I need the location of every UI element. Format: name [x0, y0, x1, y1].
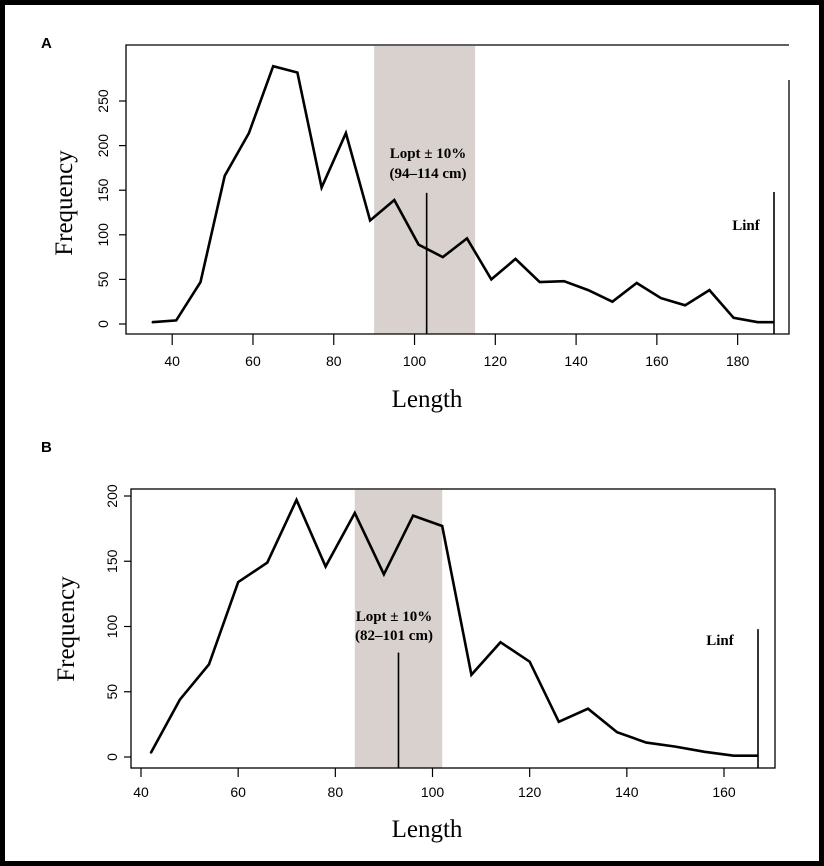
lopt-range-label: (94–114 cm): [389, 166, 466, 182]
x-tick-label: 80: [328, 784, 344, 800]
data-point: [295, 499, 298, 501]
lopt-band: [374, 46, 476, 334]
data-point: [321, 186, 323, 189]
data-point: [611, 301, 614, 303]
data-point: [412, 514, 414, 517]
lopt-label: Lopt ± 10%: [390, 146, 467, 162]
data-point: [587, 289, 589, 291]
plot-frame: [125, 44, 790, 335]
data-point: [248, 132, 250, 134]
data-point: [175, 319, 177, 322]
data-point: [558, 721, 560, 723]
x-tick-label: 100: [403, 353, 427, 369]
x-tick-label: 60: [230, 784, 246, 800]
x-tick-label: 60: [245, 353, 261, 369]
x-tick-label: 100: [421, 784, 445, 800]
x-tick-label: 140: [615, 784, 639, 800]
x-tick-label: 40: [133, 784, 149, 800]
data-point: [296, 71, 299, 74]
data-point: [393, 199, 395, 201]
y-tick-label: 100: [95, 223, 111, 247]
data-point: [529, 661, 531, 663]
data-point: [470, 674, 472, 676]
data-point: [354, 512, 356, 514]
data-point: [417, 244, 420, 246]
lopt-label: Lopt ± 10%: [356, 609, 433, 625]
y-axis-title: Frequency: [51, 150, 78, 256]
x-tick-label: 120: [518, 784, 542, 800]
data-point: [733, 317, 735, 319]
x-tick-label: 80: [326, 353, 342, 369]
data-point: [490, 278, 492, 280]
panel-label-b: B: [41, 439, 52, 456]
x-tick-label: 180: [726, 353, 750, 369]
data-point: [539, 281, 541, 283]
y-tick-label: 150: [104, 549, 120, 573]
y-tick-label: 150: [95, 178, 111, 202]
chart-panel-b: 0 50 100 150 200 40 60 80 100 120 140 160 Length Freq…: [53, 484, 776, 843]
data-point: [345, 132, 347, 134]
y-tick-label: 0: [104, 753, 120, 761]
data-point: [272, 65, 274, 67]
linf-label: Linf: [706, 633, 735, 649]
data-point: [514, 258, 517, 260]
data-point: [179, 698, 181, 701]
data-point: [237, 581, 239, 583]
data-point: [325, 565, 327, 568]
frequency-line: [149, 496, 758, 758]
panel-label-a: A: [41, 35, 52, 52]
y-tick-label: 100: [104, 615, 120, 639]
data-point: [733, 755, 735, 757]
data-point: [442, 256, 444, 258]
data-point: [684, 304, 686, 306]
data-point: [703, 751, 706, 753]
data-point: [708, 289, 710, 291]
x-axis-title: Length: [392, 386, 463, 413]
x-tick-label: 40: [164, 353, 180, 369]
data-point: [636, 282, 638, 284]
data-point: [757, 321, 759, 323]
x-tick-label: 140: [564, 353, 588, 369]
x-tick-label: 160: [712, 784, 736, 800]
y-tick-label: 50: [104, 684, 120, 700]
chart-panel-a: 0 50 100 150 200 250 40 60 80 100 120 140 160 180 Leng…: [51, 44, 790, 413]
data-point: [199, 281, 202, 283]
data-point: [224, 175, 226, 177]
y-tick-label: 0: [95, 320, 111, 328]
data-point: [645, 742, 647, 744]
data-point: [369, 219, 371, 222]
data-point: [441, 525, 443, 527]
data-point: [208, 663, 210, 665]
data-point: [616, 731, 618, 733]
data-point: [150, 752, 152, 754]
linf-label: Linf: [732, 218, 761, 234]
data-point: [563, 280, 565, 282]
data-point: [587, 708, 589, 710]
y-axis-title: Frequency: [53, 576, 80, 682]
x-tick-label: 120: [484, 353, 508, 369]
data-point: [660, 297, 662, 299]
lopt-range-label: (82–101 cm): [355, 628, 433, 644]
y-tick-label: 50: [95, 271, 111, 287]
data-point: [266, 561, 268, 564]
x-axis-title: Length: [392, 816, 463, 843]
data-point: [674, 745, 677, 748]
data-point: [499, 641, 502, 643]
y-tick-label: 250: [95, 89, 111, 113]
y-tick-label: 200: [95, 134, 111, 158]
data-point: [151, 321, 153, 323]
plot-frame: [130, 488, 776, 769]
x-tick-label: 160: [645, 353, 669, 369]
data-point: [383, 573, 385, 575]
data-point: [466, 237, 468, 239]
y-tick-label: 200: [104, 484, 120, 508]
